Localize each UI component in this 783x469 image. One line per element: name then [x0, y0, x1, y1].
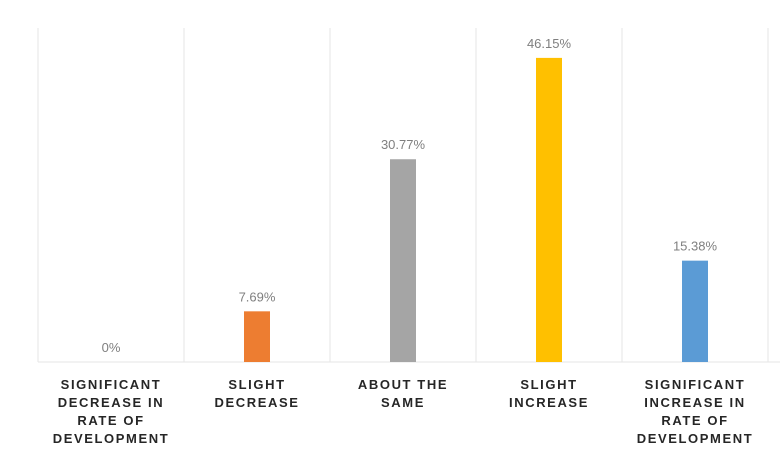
bar	[536, 57, 562, 363]
data-label: 30.77%	[381, 137, 426, 152]
category-label-line: SIGNIFICANT	[644, 377, 746, 392]
category-label-line: INCREASE IN	[644, 395, 746, 410]
category-label: SLIGHT DECREASE	[182, 376, 332, 412]
category-label-line: DECREASE IN	[57, 395, 165, 410]
category-label-line: DEVELOPMENT	[636, 431, 754, 446]
category-label-line: DECREASE	[214, 395, 300, 410]
category-label-line: SIGNIFICANT	[60, 377, 162, 392]
category-label: SIGNIFICANT DECREASE IN RATE OF DEVELOPMENT	[36, 376, 186, 448]
category-label-line: INCREASE	[509, 395, 589, 410]
data-labels: 0% 7.69% 30.77% 46.15% 15.38%	[102, 36, 718, 355]
bar	[244, 311, 270, 362]
data-label: 15.38%	[673, 239, 718, 254]
category-label: ABOUT THE SAME	[328, 376, 478, 412]
category-label-line: SLIGHT	[520, 377, 578, 392]
category-label-line: SLIGHT	[228, 377, 286, 392]
category-label-line: DEVELOPMENT	[52, 431, 170, 446]
bar	[682, 260, 708, 362]
category-label-line: ABOUT THE	[357, 377, 449, 392]
bar	[390, 159, 416, 362]
category-label-line: RATE OF	[77, 413, 145, 428]
data-label: 46.15%	[527, 36, 572, 51]
category-gridlines	[37, 28, 769, 362]
category-label: SIGNIFICANT INCREASE IN RATE OF DEVELOPMENT	[620, 376, 770, 448]
data-label: 0%	[102, 340, 121, 355]
data-label: 7.69%	[239, 289, 276, 304]
category-label: SLIGHT INCREASE	[474, 376, 624, 412]
category-label-line: SAME	[381, 395, 425, 410]
bars	[244, 57, 708, 363]
category-label-line: RATE OF	[661, 413, 729, 428]
